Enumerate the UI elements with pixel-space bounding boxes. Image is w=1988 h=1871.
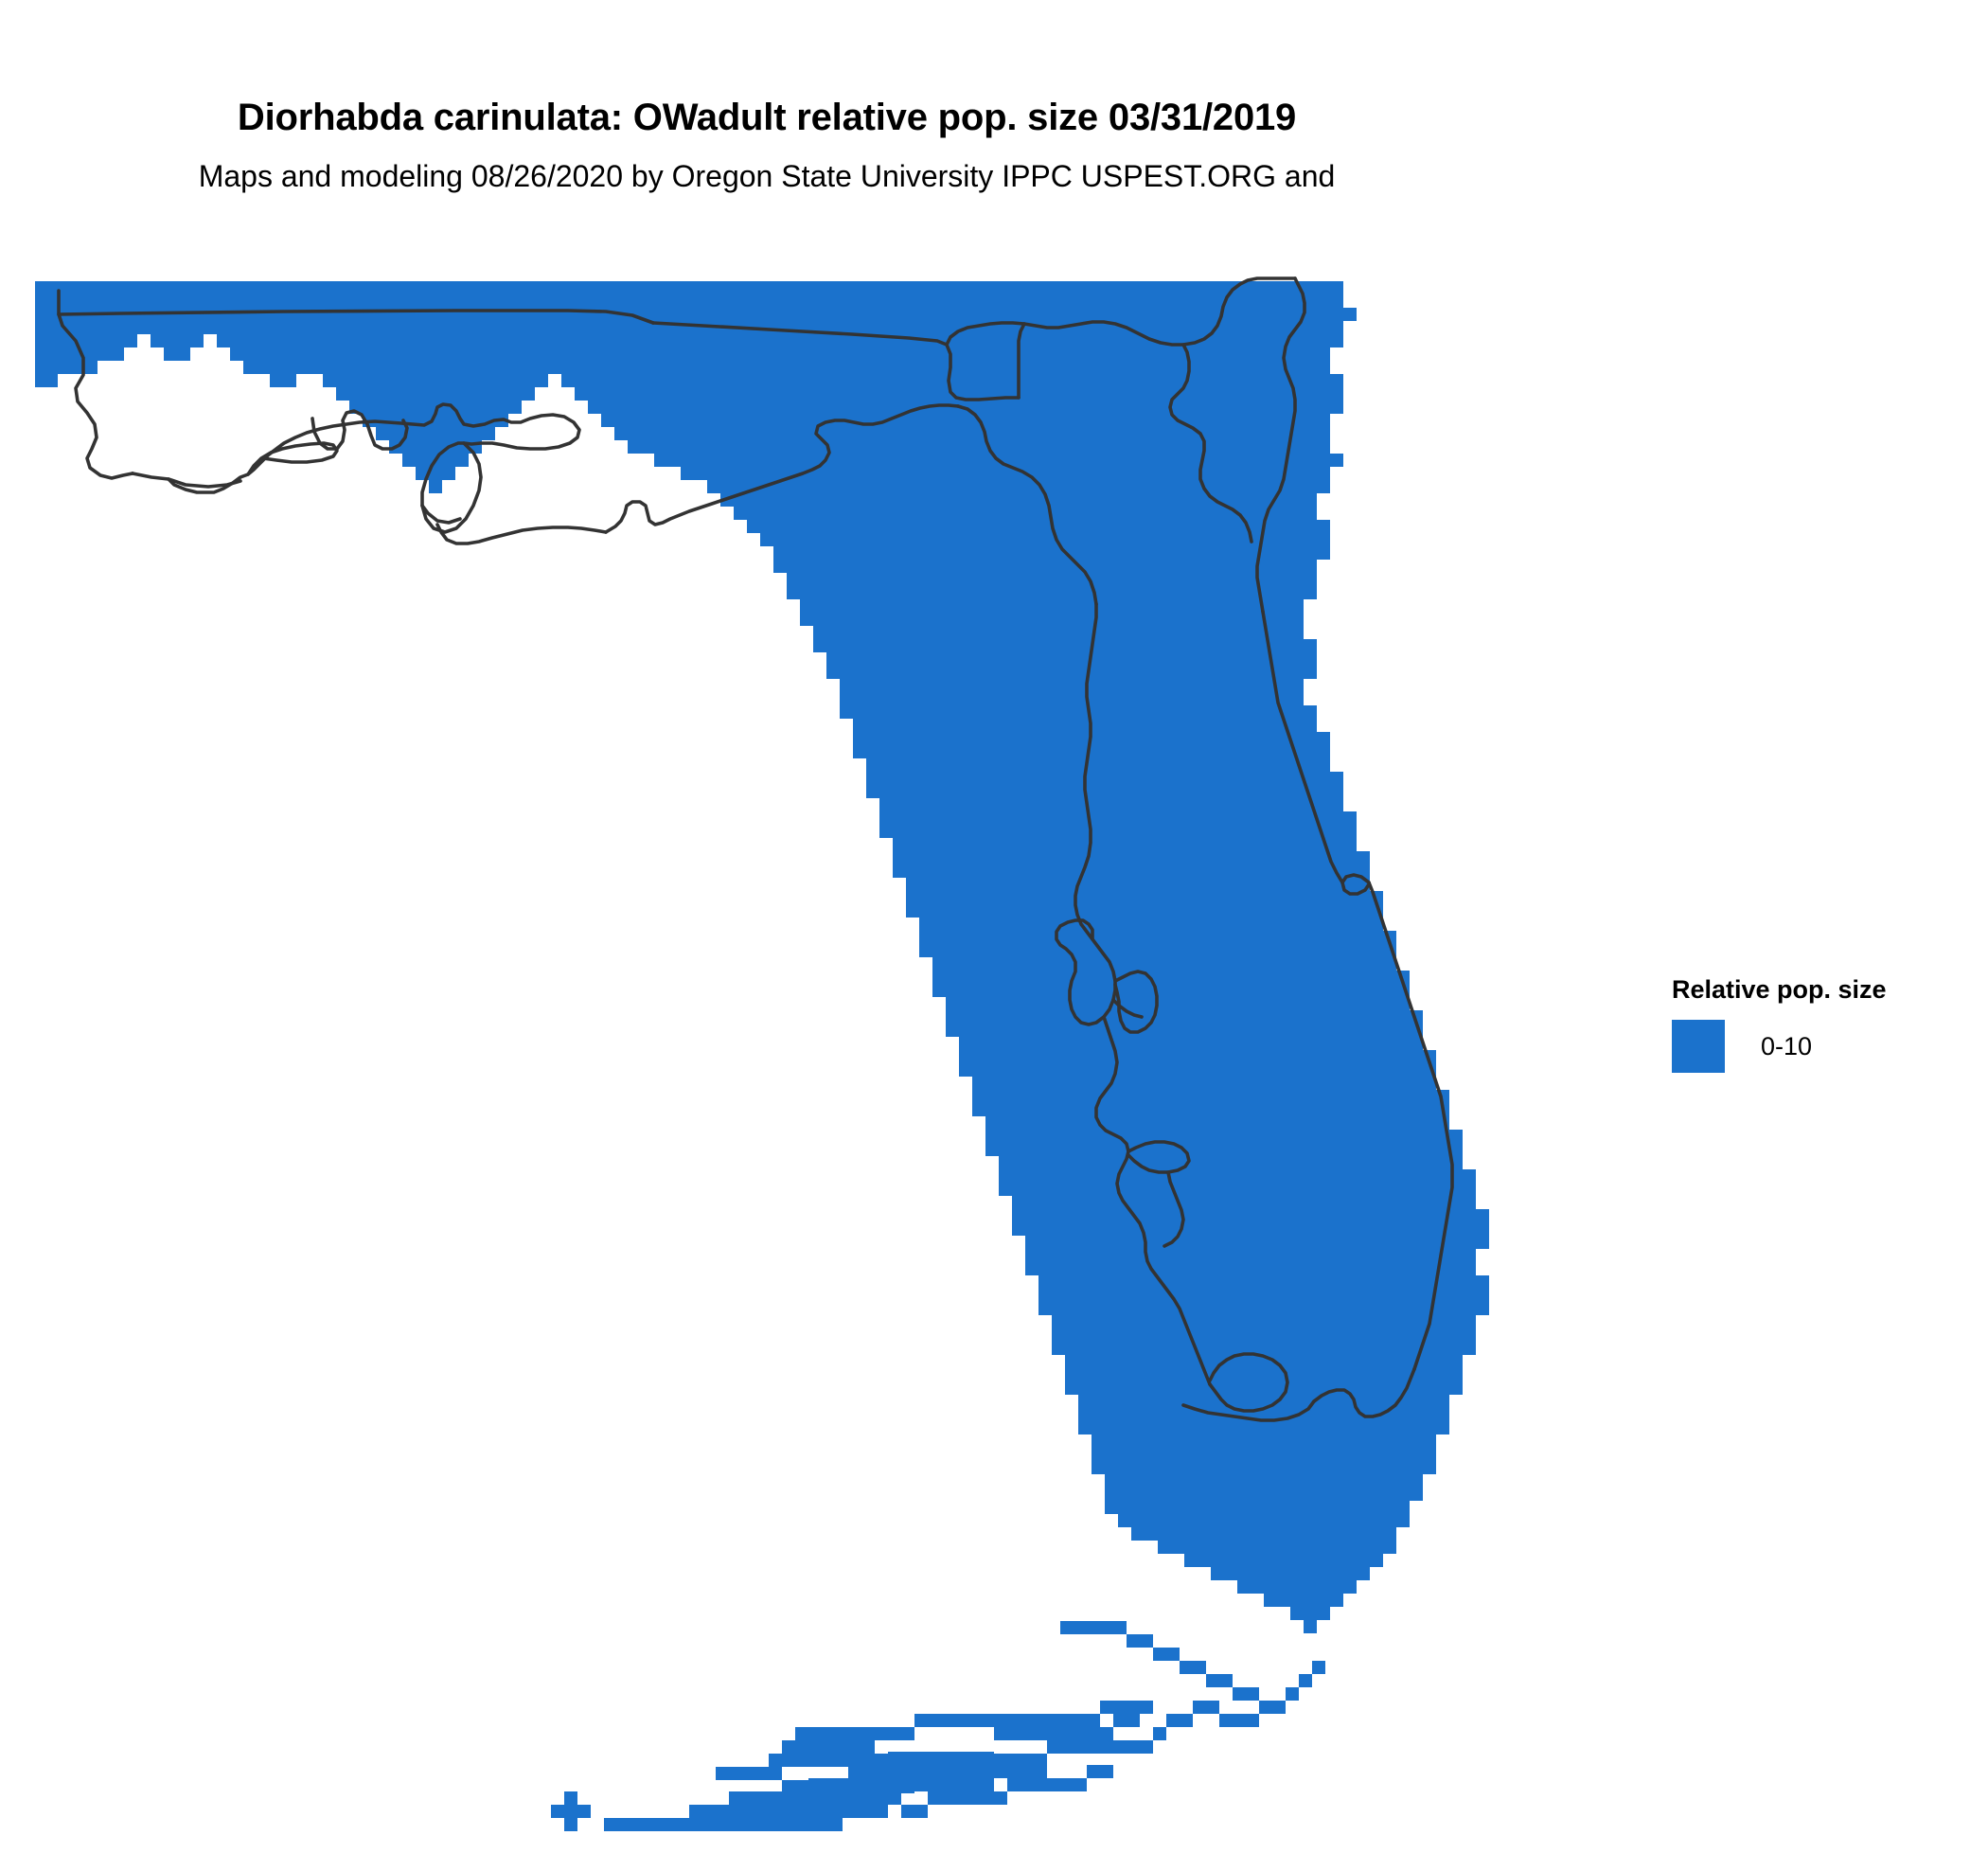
florida-keys-raster bbox=[551, 1621, 1325, 1831]
state-boundary-outline bbox=[57, 276, 1454, 1422]
map-canvas bbox=[0, 201, 1609, 1871]
legend-item-0-10: 0-10 bbox=[1672, 1020, 1975, 1073]
legend-swatch-0-10 bbox=[1672, 1020, 1725, 1073]
florida-map-svg bbox=[0, 201, 1609, 1871]
map-legend: Relative pop. size 0-10 bbox=[1672, 977, 1975, 1073]
legend-label-0-10: 0-10 bbox=[1761, 1031, 1813, 1060]
legend-title: Relative pop. size bbox=[1672, 975, 1887, 1004]
map-subtitle-line-1: Maps and modeling 08/26/2020 by Oregon S… bbox=[198, 159, 1336, 193]
florida-raster-layer bbox=[0, 201, 1609, 1871]
page-title: Diorhabda carinulata: OWadult relative p… bbox=[237, 97, 1297, 138]
